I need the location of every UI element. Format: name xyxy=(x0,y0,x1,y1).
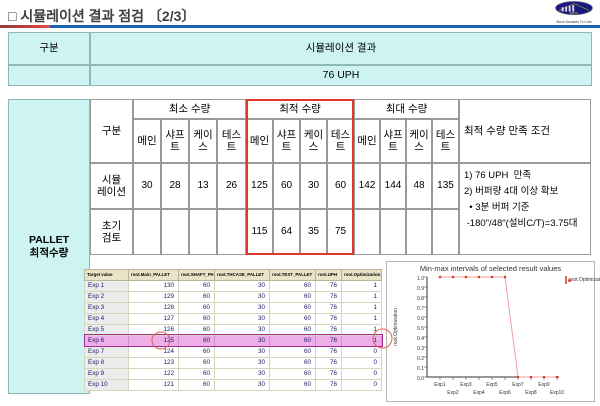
svg-text:Exp6: Exp6 xyxy=(499,390,511,396)
svg-text:0.4: 0.4 xyxy=(417,336,424,342)
svg-text:Exp7: Exp7 xyxy=(512,382,524,388)
svg-text:DSTC: DSTC xyxy=(570,11,579,15)
svg-text:Exp4: Exp4 xyxy=(473,390,485,396)
svg-text:Exp10: Exp10 xyxy=(550,390,564,396)
svg-text:0.1: 0.1 xyxy=(417,366,424,372)
svg-text:Exp1: Exp1 xyxy=(434,382,446,388)
svg-text:0.3: 0.3 xyxy=(417,346,424,352)
svg-text:0.8: 0.8 xyxy=(417,296,424,302)
svg-text:0.2: 0.2 xyxy=(417,356,424,362)
svg-text:Exp2: Exp2 xyxy=(447,390,459,396)
svg-text:0.7: 0.7 xyxy=(417,306,424,312)
svg-text:Exp5: Exp5 xyxy=(486,382,498,388)
svg-text:Exp3: Exp3 xyxy=(460,382,472,388)
svg-text:0.6: 0.6 xyxy=(417,316,424,322)
svg-text:Exp9: Exp9 xyxy=(538,382,550,388)
svg-text:Exp8: Exp8 xyxy=(525,390,537,396)
svg-text:0.5: 0.5 xyxy=(417,326,424,332)
svg-text:0.0: 0.0 xyxy=(417,376,424,382)
svg-text:1.0: 1.0 xyxy=(417,276,424,282)
svg-text:0.9: 0.9 xyxy=(417,286,424,292)
svg-text:root.Optimization: root.Optimization xyxy=(393,308,399,346)
